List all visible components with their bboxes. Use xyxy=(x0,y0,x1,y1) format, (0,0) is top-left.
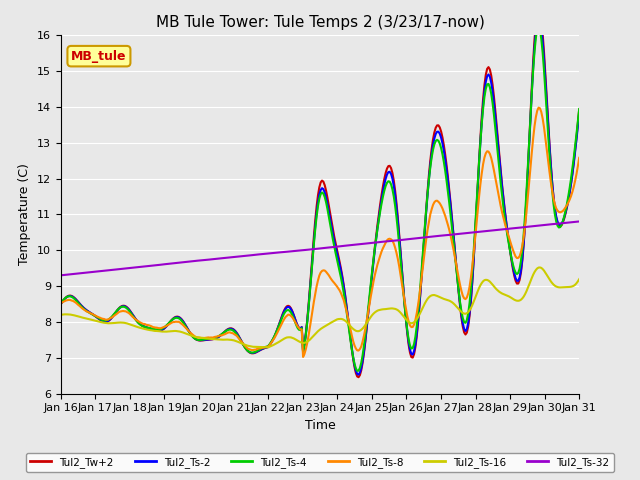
Tul2_Ts-4 xyxy=(91,313,99,319)
Tul2_Ts-32 xyxy=(572,219,579,225)
Tul2_Ts-16 xyxy=(536,264,544,270)
Tul2_Ts-4 xyxy=(575,106,583,112)
Line: Tul2_Ts-2: Tul2_Ts-2 xyxy=(61,17,579,374)
Tul2_Ts-32 xyxy=(91,269,99,275)
Tul2_Ts-8 xyxy=(575,155,583,161)
Line: Tul2_Tw+2: Tul2_Tw+2 xyxy=(61,17,579,377)
Tul2_Ts-8 xyxy=(428,206,435,212)
Line: Tul2_Ts-8: Tul2_Ts-8 xyxy=(61,108,579,357)
Tul2_Ts-4 xyxy=(505,241,513,247)
Tul2_Tw+2 xyxy=(505,239,513,245)
Tul2_Ts-8 xyxy=(535,105,543,110)
Tul2_Ts-4 xyxy=(353,368,361,374)
Tul2_Ts-2 xyxy=(505,239,513,244)
Tul2_Ts-2 xyxy=(574,124,582,130)
Tul2_Tw+2 xyxy=(75,299,83,305)
Tul2_Tw+2 xyxy=(355,374,362,380)
Tul2_Ts-8 xyxy=(300,354,307,360)
Legend: Tul2_Tw+2, Tul2_Ts-2, Tul2_Ts-4, Tul2_Ts-8, Tul2_Ts-16, Tul2_Ts-32: Tul2_Tw+2, Tul2_Ts-2, Tul2_Ts-4, Tul2_Ts… xyxy=(26,453,614,472)
Tul2_Tw+2 xyxy=(575,107,583,112)
Tul2_Ts-2 xyxy=(91,312,99,318)
Tul2_Ts-16 xyxy=(575,276,583,282)
Tul2_Ts-2 xyxy=(75,300,83,305)
Tul2_Ts-16 xyxy=(57,312,65,318)
Tul2_Tw+2 xyxy=(91,313,99,319)
Tul2_Tw+2 xyxy=(57,301,65,307)
Tul2_Ts-8 xyxy=(505,234,513,240)
Tul2_Ts-16 xyxy=(91,318,99,324)
Tul2_Ts-2 xyxy=(324,201,332,207)
Tul2_Ts-16 xyxy=(75,313,83,319)
Tul2_Ts-4 xyxy=(75,300,83,306)
Line: Tul2_Ts-16: Tul2_Ts-16 xyxy=(61,267,579,348)
Tul2_Ts-32 xyxy=(426,234,434,240)
Tul2_Ts-16 xyxy=(428,292,435,298)
Tul2_Ts-32 xyxy=(504,226,511,232)
Tul2_Ts-2 xyxy=(535,14,543,20)
Tul2_Ts-32 xyxy=(575,218,583,224)
Tul2_Ts-16 xyxy=(574,278,582,284)
Tul2_Ts-4 xyxy=(428,155,435,160)
Tul2_Ts-8 xyxy=(91,312,99,318)
Y-axis label: Temperature (C): Temperature (C) xyxy=(19,164,31,265)
Tul2_Ts-16 xyxy=(264,345,272,350)
Tul2_Ts-16 xyxy=(325,321,333,327)
Title: MB Tule Tower: Tule Temps 2 (3/23/17-now): MB Tule Tower: Tule Temps 2 (3/23/17-now… xyxy=(156,15,484,30)
Tul2_Ts-16 xyxy=(505,293,513,299)
Tul2_Tw+2 xyxy=(574,121,582,127)
Tul2_Ts-2 xyxy=(428,151,435,157)
Tul2_Ts-8 xyxy=(325,273,333,278)
Text: MB_tule: MB_tule xyxy=(71,49,127,63)
Line: Tul2_Ts-4: Tul2_Ts-4 xyxy=(61,27,579,371)
Tul2_Ts-32 xyxy=(75,271,83,276)
Tul2_Ts-2 xyxy=(575,110,583,116)
Tul2_Ts-8 xyxy=(57,300,65,306)
Tul2_Ts-4 xyxy=(574,119,582,124)
Tul2_Ts-2 xyxy=(355,372,362,377)
Tul2_Ts-32 xyxy=(57,273,65,278)
Tul2_Tw+2 xyxy=(533,14,541,20)
Tul2_Ts-4 xyxy=(535,24,543,30)
Tul2_Tw+2 xyxy=(324,195,332,201)
Tul2_Ts-4 xyxy=(57,300,65,306)
X-axis label: Time: Time xyxy=(305,419,335,432)
Line: Tul2_Ts-32: Tul2_Ts-32 xyxy=(61,221,579,276)
Tul2_Ts-2 xyxy=(57,301,65,307)
Tul2_Ts-4 xyxy=(324,206,332,212)
Tul2_Ts-8 xyxy=(574,163,582,169)
Tul2_Ts-32 xyxy=(324,245,332,251)
Tul2_Ts-8 xyxy=(75,302,83,308)
Tul2_Tw+2 xyxy=(428,146,435,152)
